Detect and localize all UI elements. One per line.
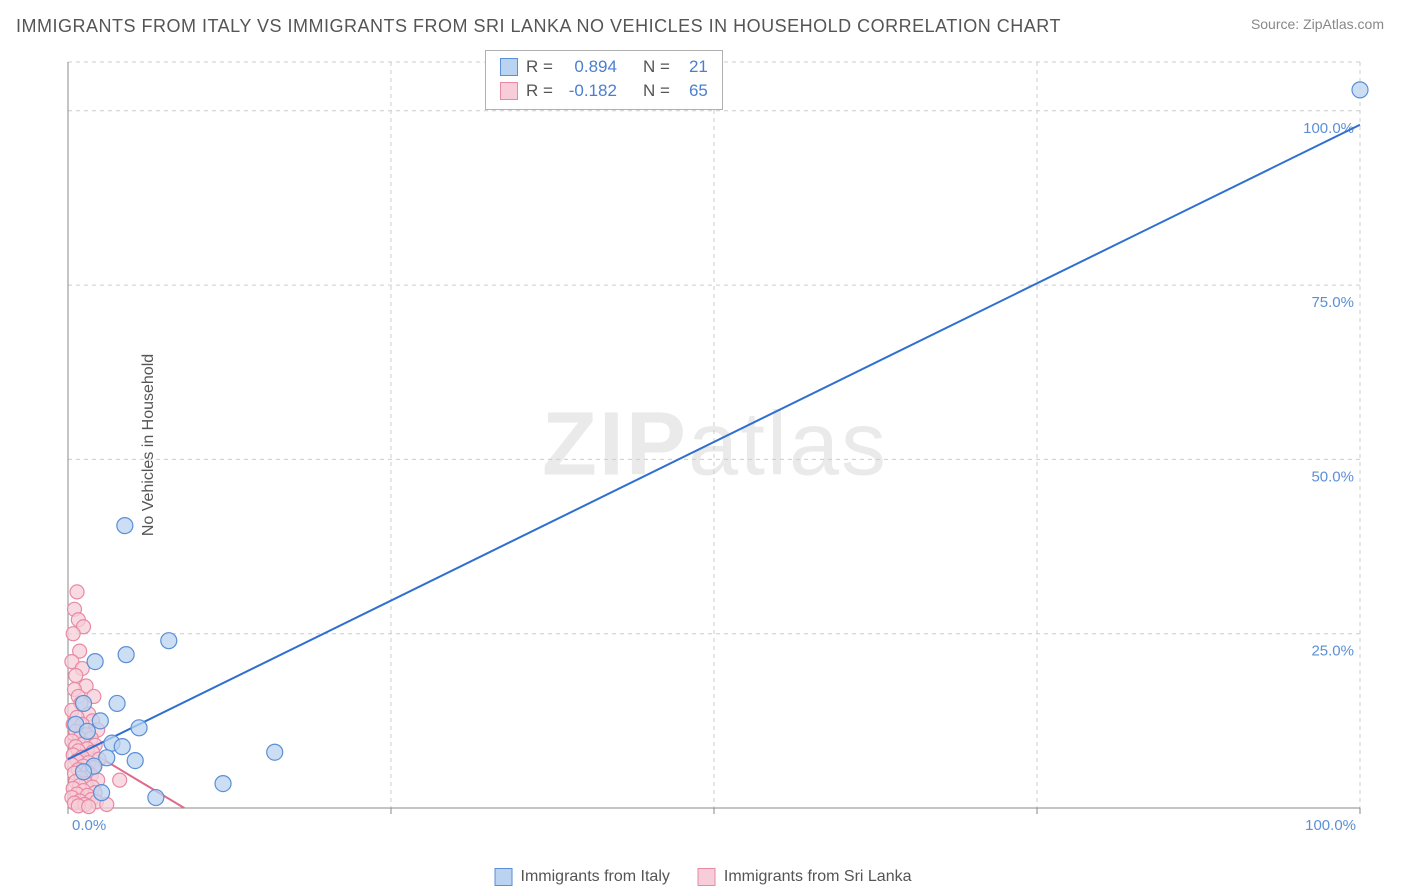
plot-area: No Vehicles in Household ZIPatlas 25.0%5… (50, 50, 1380, 840)
stat-r-value: -0.182 (561, 79, 617, 103)
scatter-chart: 25.0% 50.0% 75.0% 100.0% 0.0% 100.0% (50, 50, 1380, 840)
legend-label: Immigrants from Italy (521, 868, 670, 886)
svg-text:100.0%: 100.0% (1305, 817, 1356, 834)
series-swatch (698, 868, 716, 886)
stats-box: R = 0.894 N = 21 R = -0.182 N = 65 (485, 50, 723, 110)
svg-text:25.0%: 25.0% (1311, 643, 1354, 660)
legend-label: Immigrants from Sri Lanka (724, 868, 912, 886)
legend: Immigrants from Italy Immigrants from Sri… (495, 868, 912, 886)
stat-n-label: N = (643, 55, 670, 79)
source-attribution: Source: ZipAtlas.com (1251, 16, 1384, 32)
series-swatch (500, 82, 518, 100)
stat-r-value: 0.894 (561, 55, 617, 79)
stat-r-label: R = (526, 55, 553, 79)
stat-r-label: R = (526, 79, 553, 103)
svg-text:50.0%: 50.0% (1311, 468, 1354, 485)
svg-text:100.0%: 100.0% (1303, 120, 1354, 137)
stats-row: R = 0.894 N = 21 (500, 55, 708, 79)
legend-item: Immigrants from Italy (495, 868, 670, 886)
stats-row: R = -0.182 N = 65 (500, 79, 708, 103)
series-swatch (500, 58, 518, 76)
stat-n-value: 21 (678, 55, 708, 79)
svg-text:0.0%: 0.0% (72, 817, 106, 834)
chart-title: IMMIGRANTS FROM ITALY VS IMMIGRANTS FROM… (16, 16, 1061, 37)
legend-item: Immigrants from Sri Lanka (698, 868, 912, 886)
svg-text:75.0%: 75.0% (1311, 294, 1354, 311)
stat-n-value: 65 (678, 79, 708, 103)
stat-n-label: N = (643, 79, 670, 103)
series-swatch (495, 868, 513, 886)
